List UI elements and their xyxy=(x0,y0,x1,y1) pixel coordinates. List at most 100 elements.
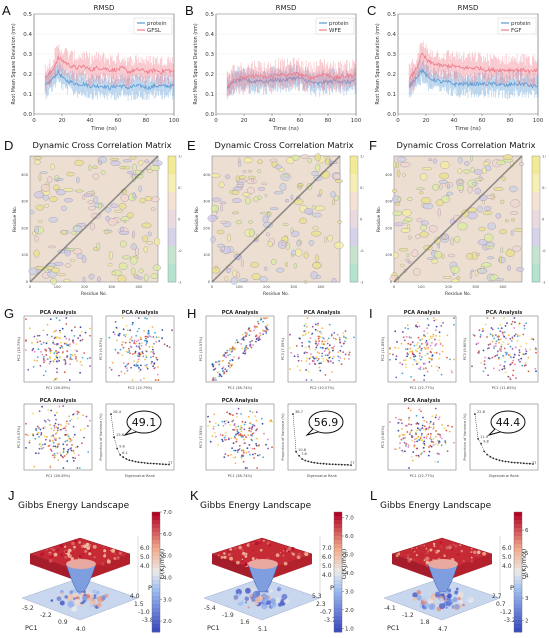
contour-blob xyxy=(510,229,514,236)
scatter-point xyxy=(322,360,325,363)
scatter-point xyxy=(329,379,331,381)
colorbar-band xyxy=(334,584,342,589)
z-axis-label: G(KJ/mol) xyxy=(158,549,166,580)
x-tick-label: 0.9 xyxy=(58,619,68,626)
scatter-point xyxy=(248,415,250,418)
floor-projection xyxy=(430,595,435,601)
surface-texture xyxy=(296,555,301,560)
y-tick-label: 0.0 xyxy=(23,112,32,118)
scatter-point xyxy=(126,369,129,372)
colorbar-tick-label: 1.0 xyxy=(542,155,546,159)
floor-projection xyxy=(92,589,96,594)
dccm-chart-f: Dynamic Cross Correlation Matrix00100100… xyxy=(376,140,546,297)
scatter-point xyxy=(56,429,59,432)
surface-side-left xyxy=(392,554,442,582)
contour-blob xyxy=(501,176,506,182)
scatter-point xyxy=(332,337,335,339)
scatter-point xyxy=(412,451,415,453)
scatter-point xyxy=(35,452,37,455)
x-tick-label: 0 xyxy=(211,285,214,289)
contour-blob xyxy=(233,251,238,255)
scatter-point xyxy=(37,431,40,434)
scatter-point xyxy=(306,351,308,354)
contour-blob xyxy=(132,230,135,239)
surface-texture xyxy=(459,544,462,547)
scatter-point xyxy=(229,413,232,416)
contour-blob xyxy=(210,173,221,178)
contour-blob xyxy=(290,194,293,201)
scatter-point xyxy=(424,362,426,365)
x-axis-label: Residue No. xyxy=(263,291,289,297)
scatter-point xyxy=(438,353,441,355)
colorbar-band xyxy=(514,604,522,609)
scatter-point xyxy=(145,364,148,366)
scatter-point xyxy=(171,329,173,332)
surface-texture xyxy=(239,552,243,556)
scatter-point xyxy=(81,442,83,445)
scatter-point xyxy=(238,341,240,344)
scatter-point xyxy=(134,350,137,353)
contour-blob xyxy=(407,261,412,264)
y-tick-label: 0.4 xyxy=(23,32,32,38)
scatter-point xyxy=(153,352,156,355)
scatter-point xyxy=(227,454,230,457)
scatter-point xyxy=(265,317,267,319)
scatter-point xyxy=(316,359,319,362)
scatter-point xyxy=(434,443,437,445)
scatter-point xyxy=(440,373,443,376)
scatter-point xyxy=(69,438,72,440)
scatter-point xyxy=(499,347,501,350)
scatter-point xyxy=(249,345,252,347)
scatter-point xyxy=(444,440,446,442)
scatter-point xyxy=(218,363,221,366)
contour-blob xyxy=(500,247,504,253)
scatter-point xyxy=(56,442,59,445)
scatter-point xyxy=(308,363,311,365)
surface-texture xyxy=(56,548,59,552)
z-tick-label: 6.0 xyxy=(140,545,150,552)
surface-texture xyxy=(291,552,293,554)
scatter-point xyxy=(496,339,499,342)
callout-value: 44.4 xyxy=(496,416,521,429)
y-tick-label: 0.5 xyxy=(205,12,214,18)
scatter-point xyxy=(330,334,333,337)
scatter-point xyxy=(317,335,320,338)
scatter-point xyxy=(271,446,273,449)
subplot-title: PCA Analysis xyxy=(486,310,522,316)
legend-label: WFE xyxy=(329,28,342,34)
scatter-point xyxy=(399,362,401,364)
scatter-point xyxy=(77,454,80,457)
scatter-point xyxy=(50,427,53,430)
scatter-point xyxy=(402,437,405,440)
colorbar-band xyxy=(152,536,160,541)
scatter-point xyxy=(237,431,240,434)
scatter-point xyxy=(255,334,258,337)
colorbar-band xyxy=(532,192,540,211)
contour-blob xyxy=(109,203,119,209)
contour-blob xyxy=(395,162,400,169)
contour-blob xyxy=(74,189,84,193)
contour-blob xyxy=(486,256,495,260)
scatter-point xyxy=(353,336,355,339)
contour-blob xyxy=(312,212,322,218)
colorbar-band xyxy=(532,246,540,265)
x-tick-label: 5.1 xyxy=(258,626,268,633)
floor-projection xyxy=(428,603,435,610)
scatter-point xyxy=(240,425,242,427)
floor-projection xyxy=(89,598,97,606)
contour-blob xyxy=(518,162,525,166)
scatter-point xyxy=(412,363,414,366)
scatter-point xyxy=(55,411,58,414)
scatter-point xyxy=(262,456,265,459)
scatter-point xyxy=(256,437,258,440)
contour-blob xyxy=(100,170,106,175)
scatter-point xyxy=(300,359,303,362)
colorbar-band xyxy=(334,608,342,613)
scatter-point xyxy=(516,335,519,337)
y-tick-label: -3.8 xyxy=(142,617,154,624)
scatter-point xyxy=(209,440,212,443)
contour-blob xyxy=(447,183,450,190)
surface-texture xyxy=(53,552,58,557)
scatter-point xyxy=(513,335,516,337)
scatter-point xyxy=(237,425,240,428)
